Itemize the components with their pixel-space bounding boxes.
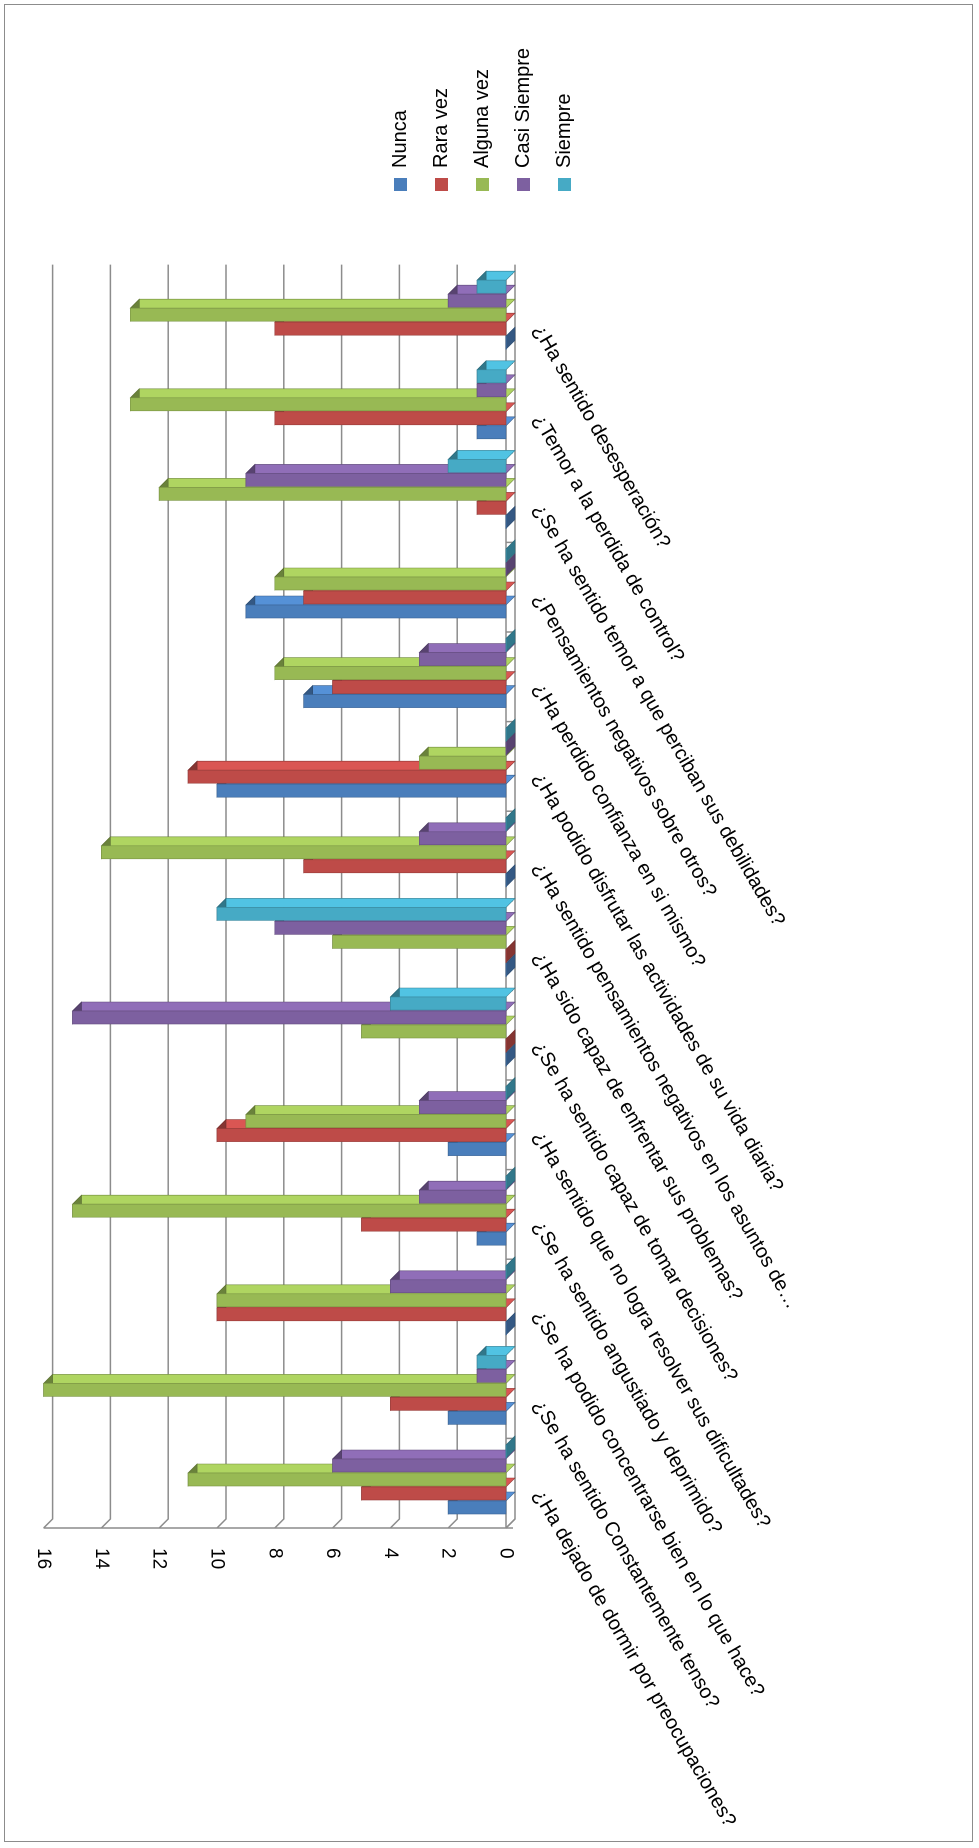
- legend: Nunca Rara vez Alguna vez Casi Siempre Siemp…: [389, 48, 575, 191]
- value-tick-label: 14: [91, 1548, 112, 1570]
- bar: [100, 836, 516, 860]
- value-tick-label: 8: [264, 1548, 285, 1559]
- bar: [447, 449, 516, 474]
- bar: [129, 388, 516, 412]
- bars: [42, 270, 516, 1515]
- legend-item: Alguna vez: [471, 69, 493, 191]
- legend-item: Siempre: [553, 94, 575, 191]
- bar: [216, 897, 516, 922]
- bar: [42, 1373, 516, 1398]
- bar: [418, 746, 516, 770]
- legend-item: Nunca: [389, 109, 411, 191]
- chart-area: [4, 4, 973, 1842]
- bar: [505, 939, 516, 964]
- legend-label: Siempre: [553, 94, 575, 168]
- bar: [505, 718, 516, 742]
- bar: [476, 360, 516, 384]
- bar: [476, 270, 516, 294]
- bar: [505, 953, 516, 978]
- bar: [331, 1449, 516, 1473]
- bar: [418, 1180, 516, 1204]
- bar: [418, 822, 516, 846]
- gridlines: [43, 264, 516, 1529]
- legend-label: Nunca: [389, 109, 411, 168]
- bar: [505, 808, 516, 832]
- bar: [505, 1043, 516, 1067]
- bar: [418, 1090, 516, 1115]
- bar: [476, 1345, 516, 1370]
- bar: [245, 463, 516, 488]
- gridline: [100, 264, 112, 1529]
- value-tick-label: 12: [149, 1548, 170, 1569]
- legend-item: Casi Siempre: [512, 48, 534, 191]
- legend-item: Rara vez: [430, 88, 452, 191]
- bar: [389, 987, 516, 1011]
- bar: [389, 1270, 516, 1294]
- bar: [505, 1312, 516, 1336]
- gridline: [274, 264, 285, 1529]
- bar: [505, 732, 516, 756]
- bar: [505, 1029, 516, 1053]
- bar: [129, 298, 516, 322]
- legend-swatch: [558, 178, 571, 191]
- bar: [505, 505, 516, 530]
- value-tick-label: 16: [33, 1548, 54, 1569]
- bar: [274, 567, 516, 591]
- value-tick-label: 10: [207, 1548, 228, 1569]
- legend-swatch: [435, 178, 448, 191]
- bar: [505, 539, 516, 563]
- value-tick-label: 6: [322, 1548, 343, 1559]
- bar: [505, 1076, 516, 1101]
- bar: [505, 1166, 516, 1190]
- value-tick-label: 4: [380, 1548, 401, 1559]
- legend-swatch: [517, 178, 530, 191]
- value-tick-labels: 0 2 4 6 8 10 12 14 16: [33, 1548, 516, 1570]
- gridline: [158, 264, 169, 1529]
- bar: [418, 642, 516, 667]
- bar: [505, 326, 516, 350]
- bar: [505, 864, 516, 888]
- bar: [71, 1194, 516, 1218]
- legend-label: Alguna vez: [471, 69, 493, 168]
- legend-label: Casi Siempre: [512, 48, 534, 168]
- legend-label: Rara vez: [430, 88, 452, 168]
- value-tick-label: 0: [496, 1548, 517, 1559]
- bar: [505, 553, 516, 577]
- legend-swatch: [394, 178, 407, 191]
- bar: [505, 628, 516, 653]
- bar: [505, 1256, 516, 1280]
- bar: [505, 1435, 516, 1459]
- gridline: [43, 264, 54, 1529]
- legend-swatch: [476, 178, 489, 191]
- gridline: [216, 264, 227, 1529]
- value-tick-label: 2: [438, 1548, 459, 1559]
